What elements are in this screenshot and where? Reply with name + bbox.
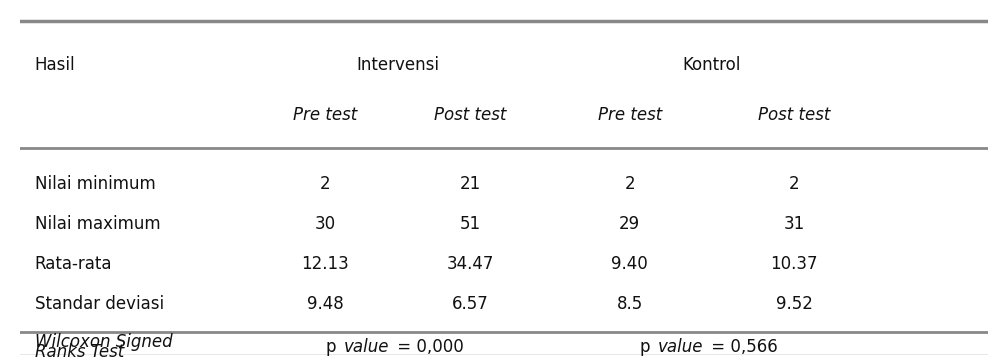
Text: 30: 30 bbox=[314, 215, 336, 233]
Text: Nilai minimum: Nilai minimum bbox=[34, 176, 155, 193]
Text: Ranks Test: Ranks Test bbox=[34, 343, 124, 361]
Text: p: p bbox=[326, 338, 342, 356]
Text: 21: 21 bbox=[460, 176, 481, 193]
Text: 12.13: 12.13 bbox=[301, 256, 349, 273]
Text: 31: 31 bbox=[783, 215, 805, 233]
Text: 9.48: 9.48 bbox=[306, 295, 344, 313]
Text: 2: 2 bbox=[789, 176, 799, 193]
Text: = 0,566: = 0,566 bbox=[707, 338, 778, 356]
Text: 8.5: 8.5 bbox=[617, 295, 643, 313]
Text: 2: 2 bbox=[625, 176, 635, 193]
Text: Pre test: Pre test bbox=[598, 106, 662, 124]
Text: Hasil: Hasil bbox=[34, 56, 76, 73]
Text: 10.37: 10.37 bbox=[770, 256, 818, 273]
Text: 2: 2 bbox=[320, 176, 331, 193]
Text: 29: 29 bbox=[619, 215, 640, 233]
Text: value: value bbox=[344, 338, 389, 356]
Text: Nilai maximum: Nilai maximum bbox=[34, 215, 160, 233]
Text: Rata-rata: Rata-rata bbox=[34, 256, 112, 273]
Text: 6.57: 6.57 bbox=[452, 295, 489, 313]
Text: p: p bbox=[640, 338, 656, 356]
Text: 9.40: 9.40 bbox=[612, 256, 648, 273]
Text: Post test: Post test bbox=[433, 106, 506, 124]
Text: 9.52: 9.52 bbox=[776, 295, 812, 313]
Text: Kontrol: Kontrol bbox=[682, 56, 741, 73]
Text: Standar deviasi: Standar deviasi bbox=[34, 295, 164, 313]
Text: Intervensi: Intervensi bbox=[356, 56, 439, 73]
Text: value: value bbox=[658, 338, 704, 356]
Text: Pre test: Pre test bbox=[293, 106, 357, 124]
Text: 34.47: 34.47 bbox=[447, 256, 494, 273]
Text: Wilcoxon Signed: Wilcoxon Signed bbox=[34, 333, 172, 350]
Text: Post test: Post test bbox=[758, 106, 831, 124]
Text: = 0,000: = 0,000 bbox=[392, 338, 464, 356]
Text: 51: 51 bbox=[460, 215, 481, 233]
